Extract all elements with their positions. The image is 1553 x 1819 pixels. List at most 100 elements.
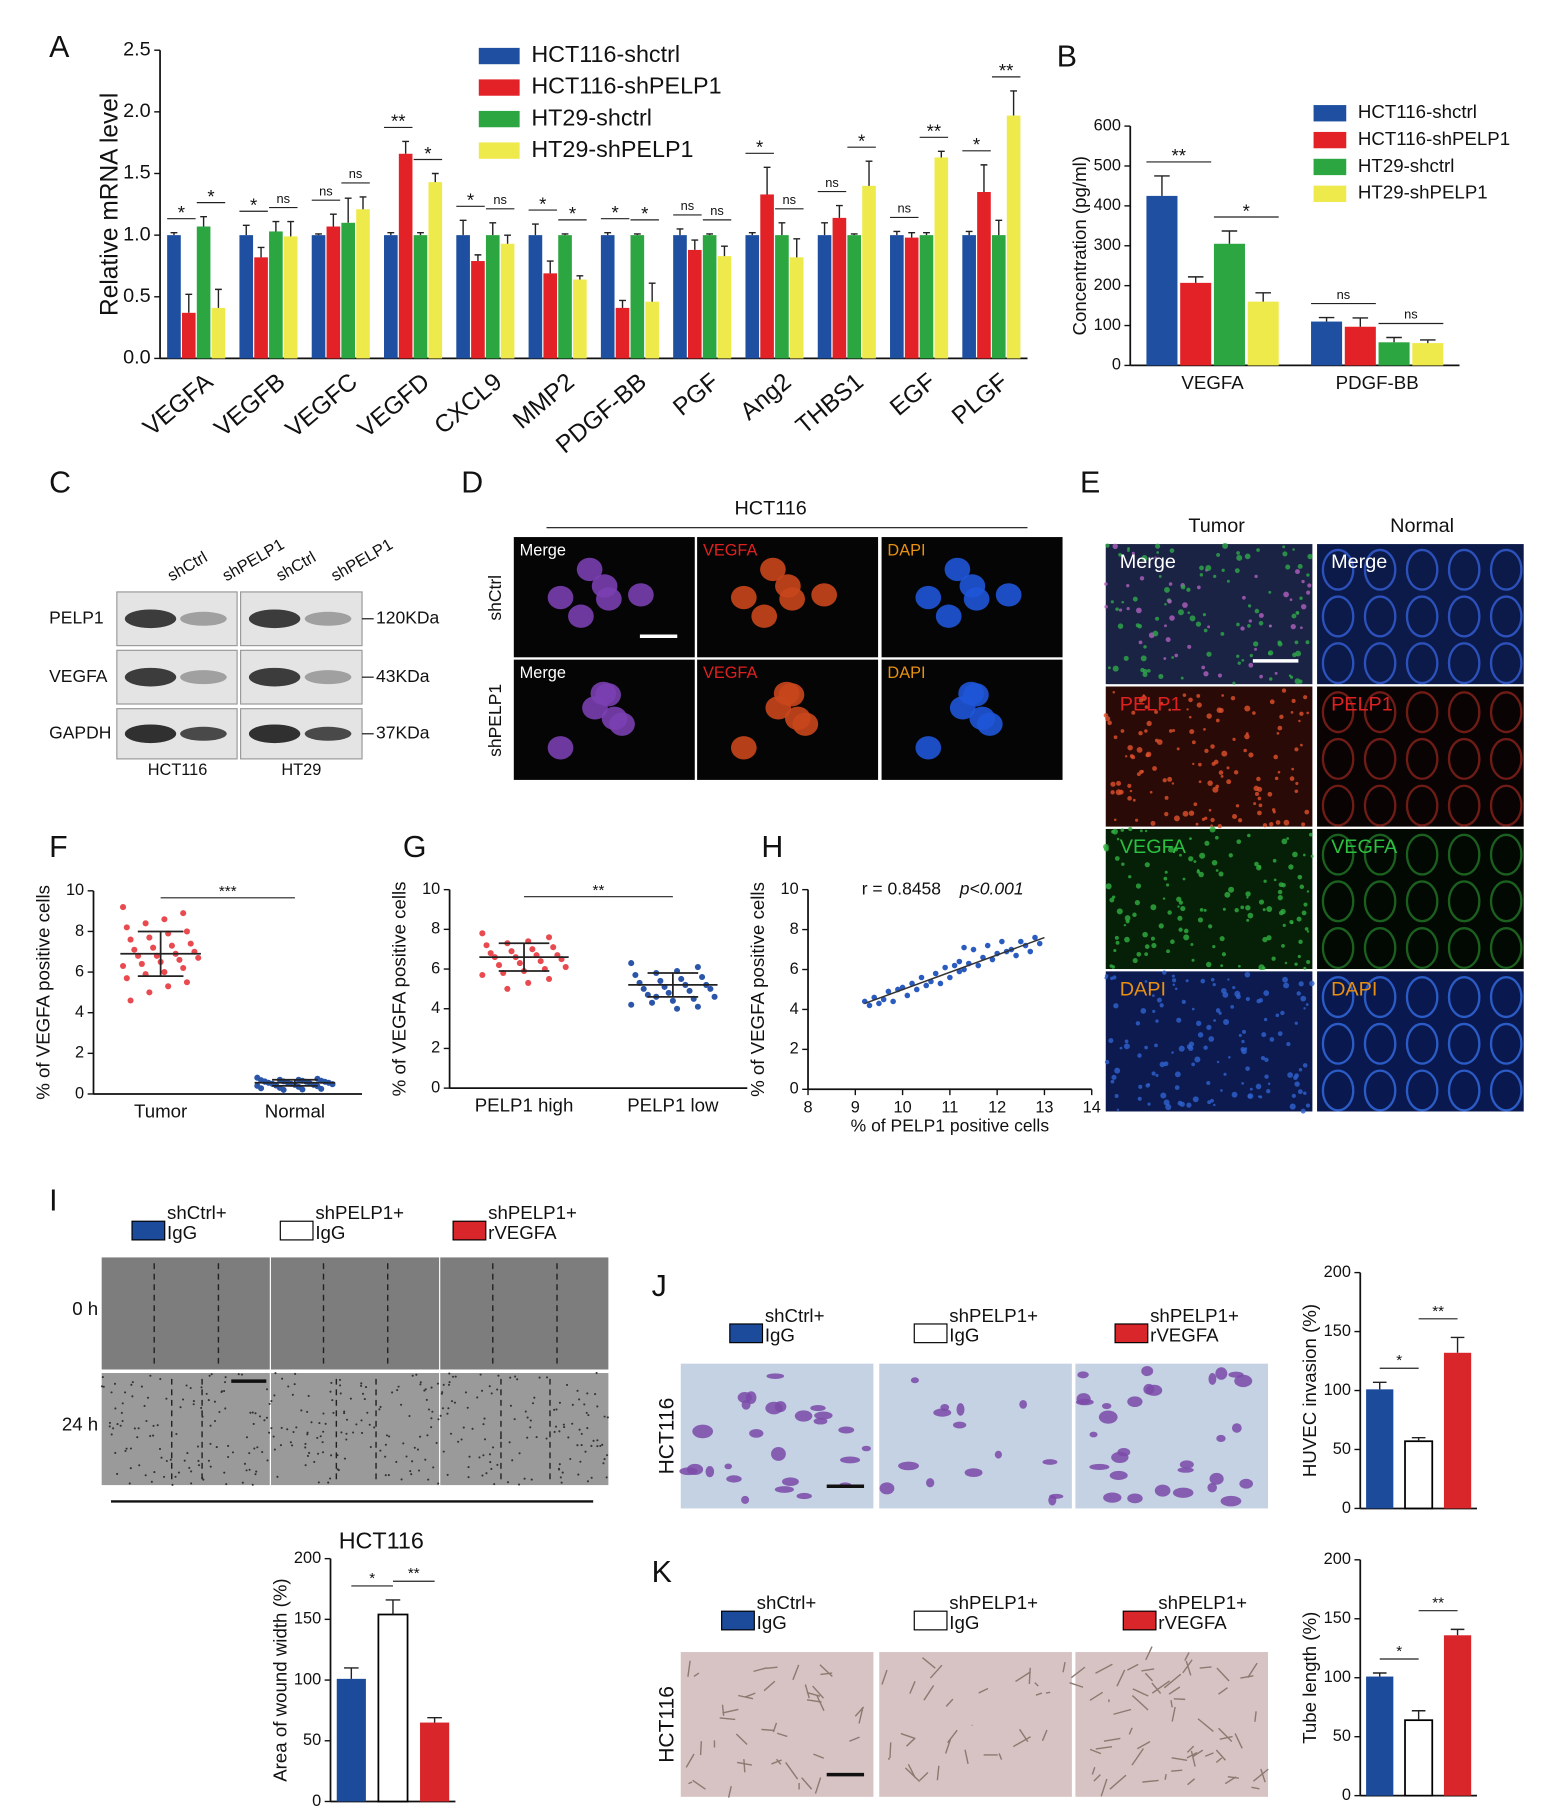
speckle <box>408 1414 411 1418</box>
speckle <box>595 1372 598 1375</box>
crypt <box>1321 927 1355 970</box>
speckle <box>304 1464 307 1467</box>
speckle <box>324 1422 327 1425</box>
bar <box>890 235 904 359</box>
cell <box>1154 1484 1171 1497</box>
speckle <box>1197 917 1204 923</box>
speckle <box>601 1443 604 1446</box>
speckle <box>1136 772 1141 777</box>
speckle <box>1137 1053 1142 1058</box>
tube <box>1127 1663 1139 1671</box>
speckle <box>1301 822 1306 827</box>
speckle <box>1143 645 1147 649</box>
crypt <box>1405 737 1439 780</box>
cell <box>861 1445 871 1452</box>
speckle <box>1151 1071 1156 1076</box>
tube <box>1015 1671 1031 1683</box>
cell <box>749 1429 764 1438</box>
speckle <box>1306 959 1311 965</box>
speckle <box>523 1477 526 1480</box>
x-tick-label: VEGFC <box>281 368 363 443</box>
cell <box>910 1377 919 1384</box>
tube <box>1170 1700 1173 1708</box>
tube <box>947 1729 958 1744</box>
legend-label: HCT116-shPELP1 <box>531 73 721 99</box>
speckle <box>1286 1042 1291 1047</box>
tube <box>1171 1757 1188 1762</box>
cell <box>933 1408 952 1417</box>
speckle <box>1296 916 1302 922</box>
speckle <box>1154 710 1158 714</box>
crypt <box>1405 548 1439 591</box>
speckle <box>416 1448 420 1451</box>
speckle <box>441 1407 445 1410</box>
tube <box>1034 1682 1039 1687</box>
speckle <box>1245 1066 1250 1071</box>
bar <box>254 257 268 359</box>
tube <box>688 1781 693 1785</box>
tube <box>1163 1673 1182 1689</box>
speckle <box>1215 1008 1221 1013</box>
channel-label: VEGFA <box>1331 836 1398 858</box>
y-tick-label: 100 <box>1324 1381 1351 1399</box>
bar <box>269 231 283 359</box>
speckle <box>1306 711 1310 715</box>
bar <box>1443 1635 1472 1796</box>
sig-label: ns <box>493 192 507 207</box>
cell <box>1019 1400 1028 1409</box>
stat-label: r = 0.8458 <box>862 878 941 898</box>
tube <box>1091 1767 1096 1775</box>
speckle <box>379 1405 382 1408</box>
speckle <box>1253 785 1260 792</box>
speckle <box>1174 1085 1180 1090</box>
speckle <box>1281 943 1285 948</box>
speckle <box>1112 665 1119 672</box>
speckle <box>583 1403 586 1406</box>
cell <box>1127 1493 1143 1504</box>
cell <box>995 583 1022 607</box>
speckle <box>1298 981 1304 987</box>
speckle <box>251 1411 254 1414</box>
speckle <box>1254 647 1258 651</box>
tube <box>1095 1745 1113 1750</box>
y-tick-label: 0 <box>1342 1786 1351 1804</box>
error-bar <box>965 230 973 236</box>
speckle <box>1136 746 1143 753</box>
speckle <box>1114 935 1119 940</box>
speckle <box>493 1483 496 1486</box>
speckle <box>578 1398 581 1401</box>
tube <box>761 1728 775 1732</box>
speckle <box>1297 1089 1303 1095</box>
error-bar <box>200 215 208 227</box>
y-axis-label: Relative mRNA level <box>96 93 123 316</box>
speckle <box>1186 708 1189 711</box>
speckle <box>1110 1079 1115 1084</box>
cell <box>1098 1410 1118 1424</box>
protein-label: VEGFA <box>49 666 108 686</box>
speckle <box>1216 707 1223 713</box>
crypt <box>1405 642 1439 685</box>
cell <box>705 1465 715 1478</box>
tube <box>772 1722 778 1733</box>
sig-label: * <box>1396 1643 1402 1660</box>
speckle <box>1219 936 1225 942</box>
speckle <box>599 1444 602 1447</box>
y-tick-label: 150 <box>294 1610 321 1628</box>
bar <box>1443 1352 1472 1509</box>
dot <box>508 948 515 955</box>
speckle <box>1256 776 1261 782</box>
error-bar <box>1352 317 1369 327</box>
speckle <box>454 1375 457 1378</box>
speckle <box>1236 554 1243 561</box>
tube <box>719 1717 736 1721</box>
cell <box>774 1401 787 1413</box>
panel-letter: A <box>49 31 70 64</box>
speckle <box>602 1462 605 1465</box>
tube <box>1070 1666 1086 1679</box>
speckle <box>1189 615 1196 622</box>
speckle <box>467 1476 470 1479</box>
speckle <box>1213 574 1217 578</box>
speckle <box>378 1408 381 1411</box>
speckle <box>316 1436 319 1439</box>
error-bar <box>287 220 295 237</box>
